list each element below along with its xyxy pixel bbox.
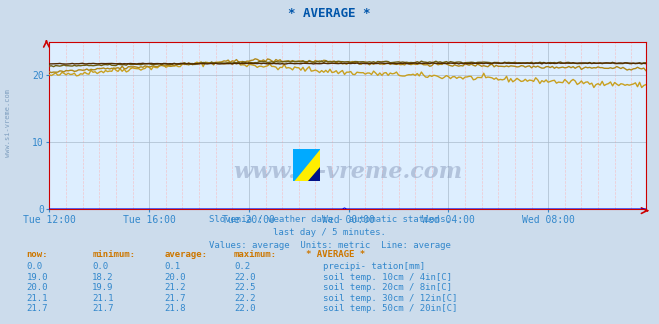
Text: soil temp. 30cm / 12in[C]: soil temp. 30cm / 12in[C] bbox=[323, 294, 457, 303]
Text: 22.0: 22.0 bbox=[234, 304, 256, 313]
Text: * AVERAGE *: * AVERAGE * bbox=[306, 250, 366, 259]
Text: Slovenia / weather data - automatic stations.: Slovenia / weather data - automatic stat… bbox=[208, 214, 451, 224]
Text: precipi- tation[mm]: precipi- tation[mm] bbox=[323, 262, 425, 272]
Text: 21.7: 21.7 bbox=[26, 304, 48, 313]
Text: 20.0: 20.0 bbox=[165, 273, 186, 282]
Text: 21.7: 21.7 bbox=[165, 294, 186, 303]
Text: soil temp. 20cm / 8in[C]: soil temp. 20cm / 8in[C] bbox=[323, 283, 452, 292]
Text: maximum:: maximum: bbox=[234, 250, 277, 259]
Text: 20.0: 20.0 bbox=[26, 283, 48, 292]
Text: 22.2: 22.2 bbox=[234, 294, 256, 303]
Text: 21.2: 21.2 bbox=[165, 283, 186, 292]
Text: 0.0: 0.0 bbox=[26, 262, 42, 272]
Text: 22.5: 22.5 bbox=[234, 283, 256, 292]
Text: * AVERAGE *: * AVERAGE * bbox=[288, 7, 371, 20]
Text: 19.9: 19.9 bbox=[92, 283, 114, 292]
Text: Values: average  Units: metric  Line: average: Values: average Units: metric Line: aver… bbox=[208, 241, 451, 250]
Text: soil temp. 50cm / 20in[C]: soil temp. 50cm / 20in[C] bbox=[323, 304, 457, 313]
Text: now:: now: bbox=[26, 250, 48, 259]
Text: 21.1: 21.1 bbox=[26, 294, 48, 303]
Text: 22.0: 22.0 bbox=[234, 273, 256, 282]
Text: average:: average: bbox=[165, 250, 208, 259]
Text: 0.0: 0.0 bbox=[92, 262, 108, 272]
Text: 21.7: 21.7 bbox=[92, 304, 114, 313]
Text: soil temp. 10cm / 4in[C]: soil temp. 10cm / 4in[C] bbox=[323, 273, 452, 282]
Text: 21.8: 21.8 bbox=[165, 304, 186, 313]
Text: www.si-vreme.com: www.si-vreme.com bbox=[5, 89, 11, 157]
Text: 0.2: 0.2 bbox=[234, 262, 250, 272]
Text: 0.1: 0.1 bbox=[165, 262, 181, 272]
Text: minimum:: minimum: bbox=[92, 250, 135, 259]
Polygon shape bbox=[293, 149, 320, 181]
Text: 21.1: 21.1 bbox=[92, 294, 114, 303]
Text: 18.2: 18.2 bbox=[92, 273, 114, 282]
Polygon shape bbox=[293, 149, 320, 181]
Text: www.si-vreme.com: www.si-vreme.com bbox=[233, 161, 462, 183]
Polygon shape bbox=[308, 167, 320, 181]
Text: last day / 5 minutes.: last day / 5 minutes. bbox=[273, 228, 386, 237]
Text: 19.0: 19.0 bbox=[26, 273, 48, 282]
